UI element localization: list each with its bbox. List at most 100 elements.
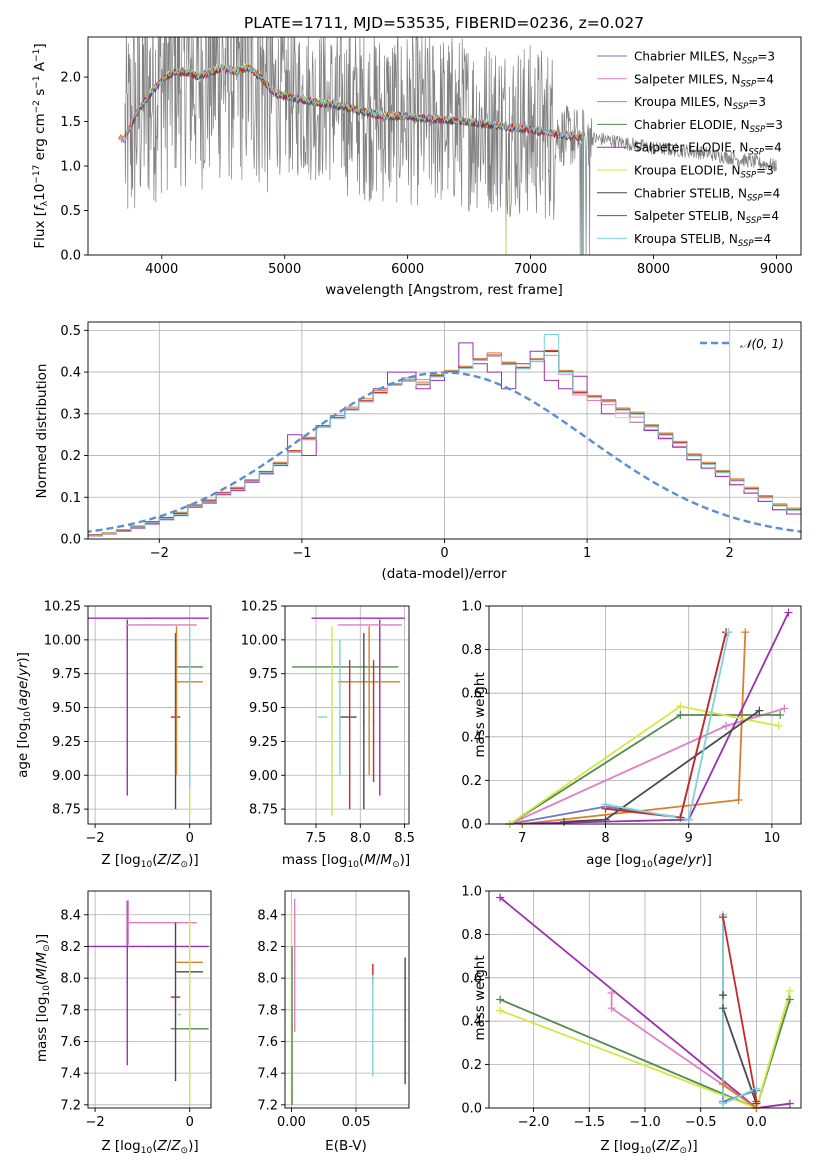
legend-label: Chabrier STELIB, NSSP=4 xyxy=(634,186,780,203)
spectrum-xtick-label: 5000 xyxy=(268,262,301,277)
spectrum-xtick-label: 7000 xyxy=(514,262,547,277)
plus-marker xyxy=(776,711,785,719)
plus-marker xyxy=(496,995,505,1004)
z-age-plot-area xyxy=(88,617,209,816)
legend-label: Salpeter ELODIE, NSSP=4 xyxy=(634,141,782,158)
spectrum-xtick-label: 9000 xyxy=(760,262,793,277)
data-point xyxy=(363,720,365,722)
age-weight-xtick-label: 9 xyxy=(685,831,693,846)
z-weight-ytick-label: 0.4 xyxy=(461,1015,482,1030)
data-point xyxy=(146,617,148,619)
weight-line xyxy=(605,632,730,821)
spectrum-frame xyxy=(87,36,802,256)
z-weight-ytick-label: 1.0 xyxy=(461,885,482,900)
age-weight-xtick-label: 7 xyxy=(518,831,526,846)
plus-marker xyxy=(752,1084,761,1093)
mass-age-xtick-label: 7.5 xyxy=(306,831,327,846)
z-mass-ytick-label: 8.4 xyxy=(60,908,81,923)
residual-histogram-step xyxy=(88,351,801,539)
age-weight-ytick-label: 0.4 xyxy=(461,730,482,745)
model-spectrum-line xyxy=(124,63,583,255)
residual-ylabel: Normed distribution xyxy=(34,364,50,499)
z-age-xlabel: Z [log10(Z/Z⊙)] xyxy=(101,852,198,870)
z-mass-ytick-label: 7.2 xyxy=(60,1098,81,1113)
plus-marker xyxy=(719,913,727,922)
residual-ytick-label: 0.2 xyxy=(60,449,81,464)
z-mass-xlabel: Z [log10(Z/Z⊙)] xyxy=(101,1138,198,1156)
mass-age-ytick-label: 9.50 xyxy=(249,701,278,716)
mass-age-ytick-label: 9.25 xyxy=(249,735,278,750)
plus-marker xyxy=(676,711,685,719)
spectrum-ytick-label: 1.5 xyxy=(60,115,81,130)
age-weight-ytick-label: 0.6 xyxy=(461,687,482,702)
z-vs-mass-panel: Z [log10(Z/Z⊙)] mass [log10(M/M⊙)] −2 0 7.… xyxy=(34,890,212,1156)
mass-age-xlabel: mass [log10(M/M⊙)] xyxy=(282,852,410,870)
mass-age-ytick-label: 9.00 xyxy=(249,769,278,784)
legend-label: Salpeter MILES, NSSP=4 xyxy=(634,72,774,89)
data-point xyxy=(160,921,163,924)
legend-label: Kroupa ELODIE, NSSP=3 xyxy=(634,164,774,181)
z-age-ytick-label: 9.75 xyxy=(52,667,81,682)
z-weight-ytick-label: 0.2 xyxy=(461,1058,482,1073)
plus-marker xyxy=(752,1097,761,1106)
data-point xyxy=(174,1001,177,1003)
z-vs-age-panel: Z [log10(Z/Z⊙)] age [log10(age/yr)] −2 0 8… xyxy=(15,600,212,870)
data-point xyxy=(160,624,163,626)
data-point xyxy=(175,699,178,702)
data-point xyxy=(390,624,393,626)
data-point xyxy=(372,720,375,722)
plus-marker xyxy=(601,800,610,809)
mass-vs-age-panel: mass [log10(M/M⊙)] 7.5 8.0 8.5 8.75 9.00 9.25… xyxy=(241,600,415,871)
plus-marker xyxy=(684,815,693,824)
age-weight-ytick-label: 0.0 xyxy=(461,818,482,833)
plus-marker xyxy=(601,815,610,824)
z-mass-ytick-label: 7.8 xyxy=(60,1003,81,1018)
z-mass-ylabel: mass [log10(M/M⊙)] xyxy=(34,934,52,1062)
age-weight-frame xyxy=(488,605,802,825)
age-weight-xlabel: age [log10(age/yr)] xyxy=(586,852,712,870)
plus-marker xyxy=(719,1099,727,1108)
z-weight-xlabel: Z [log10(Z/Z⊙)] xyxy=(600,1138,697,1156)
residual-histogram-step xyxy=(88,350,801,539)
z-age-ytick-label: 8.75 xyxy=(52,803,81,818)
residual-panel: (data-model)/error Normed distribution −… xyxy=(34,321,802,582)
weight-line xyxy=(499,896,791,1108)
plus-marker xyxy=(724,628,733,637)
z-age-ytick-label: 9.50 xyxy=(52,701,81,716)
residual-ytick-label: 0.1 xyxy=(60,491,81,506)
z-weight-xtick-label: −0.5 xyxy=(685,1115,717,1130)
z-mass-ytick-label: 7.4 xyxy=(60,1067,81,1082)
spectrum-ytick-label: 0.0 xyxy=(60,249,81,264)
mass-age-ytick-label: 10.00 xyxy=(241,633,278,648)
z-age-frame xyxy=(87,605,212,825)
spectrum-ytick-label: 0.5 xyxy=(60,204,81,219)
z-age-ytick-label: 9.25 xyxy=(52,735,81,750)
residual-ytick-label: 0.0 xyxy=(60,533,81,548)
plus-marker xyxy=(785,995,794,1004)
data-point xyxy=(146,945,148,948)
plus-marker xyxy=(784,608,793,617)
plus-marker xyxy=(741,628,750,637)
z-age-ytick-label: 10.00 xyxy=(44,633,81,648)
plus-marker xyxy=(785,1099,794,1108)
z-weight-ytick-label: 0.8 xyxy=(461,928,482,943)
ebv-mass-ytick-label: 7.2 xyxy=(257,1098,278,1113)
data-point xyxy=(291,1024,293,1027)
residual-xtick-label: 1 xyxy=(583,546,591,561)
mass-age-ytick-label: 8.75 xyxy=(249,803,278,818)
z-mass-plot-area xyxy=(88,900,209,1102)
z-mass-xtick-label: −2 xyxy=(86,1115,105,1130)
legend-label: Kroupa STELIB, NSSP=4 xyxy=(634,232,771,249)
residual-ytick-label: 0.4 xyxy=(60,366,81,381)
plus-marker xyxy=(719,1080,727,1089)
model-spectrum-line xyxy=(124,64,583,255)
data-point xyxy=(348,733,351,736)
data-point xyxy=(126,706,129,709)
weight-line xyxy=(499,998,791,1108)
z-mass-ytick-label: 7.6 xyxy=(60,1035,81,1050)
plus-marker xyxy=(496,1006,505,1015)
spectrum-xlabel: wavelength [Angstrom, rest frame] xyxy=(325,282,563,298)
plus-marker xyxy=(722,721,731,730)
spectrum-panel: PLATE=1711, MJD=53535, FIBERID=0236, z=0… xyxy=(32,14,802,298)
z-weight-frame xyxy=(488,890,802,1109)
